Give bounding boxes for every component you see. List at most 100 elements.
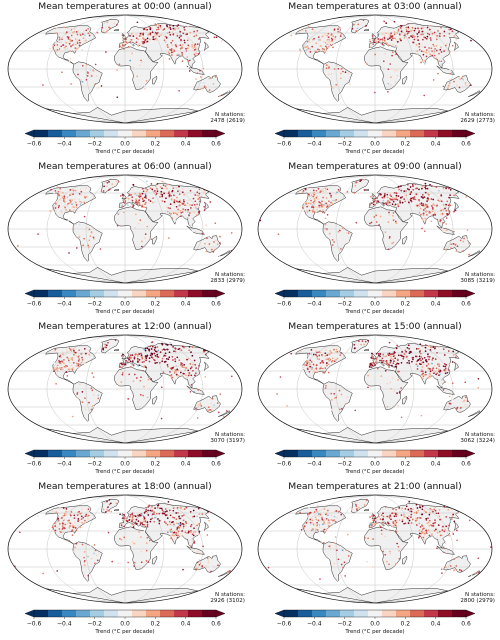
station-dot	[140, 536, 142, 538]
station-dot	[42, 572, 44, 575]
station-dot	[133, 542, 136, 545]
station-dot	[444, 44, 447, 47]
station-dot	[168, 58, 171, 60]
station-dot	[371, 515, 373, 517]
station-dot	[62, 518, 64, 521]
station-dot	[176, 522, 178, 525]
station-dot	[425, 55, 428, 58]
station-dot	[440, 51, 443, 53]
station-dot	[145, 80, 148, 82]
station-dot	[135, 518, 138, 521]
station-dot	[310, 37, 312, 39]
colorbar-swatch	[62, 290, 77, 297]
colorbar-tick-label: −0.6	[27, 621, 42, 628]
station-dot	[328, 357, 331, 360]
station-dot	[210, 77, 213, 79]
station-dot	[176, 356, 179, 359]
station-dot	[170, 343, 173, 346]
station-dot	[116, 23, 118, 26]
station-dot	[82, 516, 85, 519]
station-dot	[65, 510, 67, 513]
station-dot	[310, 194, 313, 197]
station-dot	[451, 44, 454, 47]
colorbar-swatch	[382, 290, 397, 297]
station-dot	[304, 187, 307, 190]
station-dot	[434, 370, 437, 373]
colorbar-tick-label: −0.2	[337, 141, 352, 148]
station-dot	[72, 202, 74, 205]
coastline-greenland	[351, 338, 370, 354]
station-dot	[389, 192, 391, 194]
station-dot	[315, 508, 318, 511]
station-dot	[466, 400, 469, 402]
station-dot	[189, 525, 192, 528]
station-dot	[62, 44, 64, 46]
station-dot	[382, 359, 385, 362]
station-dot	[163, 521, 166, 523]
station-dot	[157, 24, 160, 26]
colorbar-swatch	[410, 450, 425, 457]
station-dot	[164, 35, 167, 38]
station-dot	[70, 369, 72, 372]
station-dot	[331, 357, 334, 360]
station-dot	[119, 195, 122, 197]
colorbar-extend-high	[465, 289, 476, 298]
station-dot	[154, 200, 156, 203]
station-dot	[456, 250, 458, 253]
station-dot	[75, 366, 78, 368]
station-dot	[397, 185, 400, 188]
world-map	[257, 174, 493, 284]
station-dot	[141, 41, 144, 43]
station-dot	[54, 40, 57, 43]
station-dot	[448, 395, 451, 398]
station-dot	[150, 356, 153, 359]
station-dot	[80, 515, 83, 518]
station-dot	[416, 35, 419, 38]
station-dot	[180, 39, 182, 42]
station-dot	[180, 364, 182, 366]
coastline-japan	[454, 521, 459, 531]
station-dot	[406, 517, 409, 519]
station-dot	[311, 518, 314, 520]
station-dot	[177, 24, 180, 26]
station-dot	[156, 183, 159, 185]
station-dot	[395, 196, 398, 199]
station-dot	[107, 531, 110, 534]
station-dot	[318, 354, 321, 357]
station-dot	[124, 36, 127, 38]
station-dot	[169, 341, 171, 344]
station-dot	[83, 556, 85, 559]
station-dot	[160, 190, 163, 193]
station-dot	[431, 206, 434, 209]
station-dot	[447, 204, 450, 207]
station-dot	[144, 195, 147, 197]
station-dot	[303, 44, 305, 47]
station-dot	[331, 508, 334, 511]
station-dot	[438, 363, 441, 365]
station-dot	[422, 214, 425, 217]
station-dot	[140, 210, 143, 213]
colorbar-tick-label: 0.6	[211, 301, 221, 308]
station-dot	[172, 207, 174, 210]
station-dot	[318, 530, 321, 533]
station-dot	[442, 389, 445, 391]
station-dot	[145, 542, 148, 544]
station-dot	[392, 36, 395, 39]
station-dot	[207, 236, 209, 238]
station-dot	[450, 243, 453, 246]
land-antarctica	[45, 427, 199, 443]
station-dot	[138, 204, 141, 206]
station-dot	[169, 537, 172, 540]
station-dot	[426, 197, 429, 199]
station-dot	[56, 367, 59, 370]
station-dot	[178, 54, 181, 57]
station-dot	[431, 362, 433, 365]
station-dot	[375, 352, 378, 355]
station-dot	[435, 528, 437, 531]
station-dot	[422, 536, 425, 539]
station-dot	[159, 196, 161, 198]
station-dot	[442, 208, 444, 211]
station-dot	[93, 552, 95, 555]
station-dot	[136, 361, 139, 363]
station-dot	[417, 27, 419, 30]
